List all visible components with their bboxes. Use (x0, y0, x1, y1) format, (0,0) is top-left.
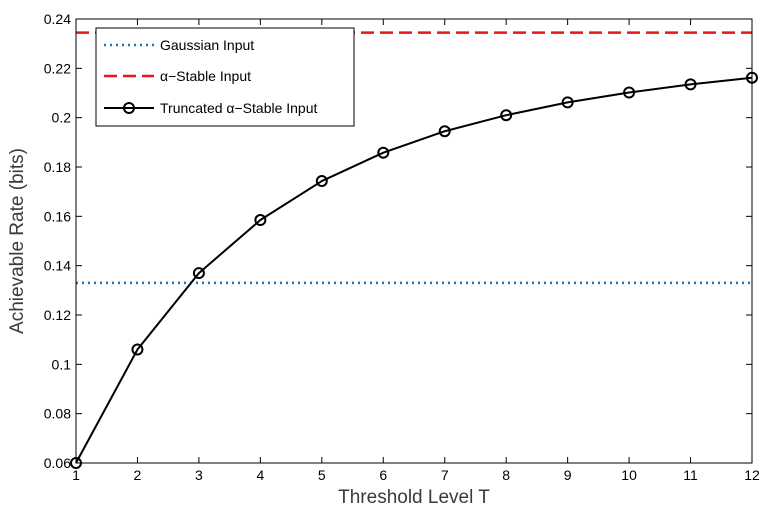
x-tick-label: 7 (441, 467, 449, 483)
y-tick-label: 0.1 (52, 356, 72, 372)
y-tick-label: 0.2 (52, 110, 72, 126)
y-axis-label: Achievable Rate (bits) (7, 148, 28, 334)
x-tick-label: 2 (134, 467, 142, 483)
data-point-marker (377, 146, 390, 159)
plot-frame (75, 18, 753, 464)
x-tick-label: 5 (318, 467, 326, 483)
ticks-layer: 1 2 3 4 5 6 7 8 9 10 11 120.060.080.10.120.140.160.… (44, 11, 760, 483)
y-tick-label: 0.08 (44, 406, 71, 422)
x-tick-label: 12 (744, 467, 760, 483)
x-axis-label: Threshold Level T (338, 487, 490, 508)
data-point-marker (192, 267, 205, 280)
x-tick-label: 4 (256, 467, 264, 483)
y-tick-label: 0.14 (44, 258, 71, 274)
x-tick-label: 3 (195, 467, 203, 483)
x-tick-label: 11 (683, 467, 698, 483)
legend-marker-truncated (123, 102, 135, 114)
legend-label-truncated: Truncated α−Stable Input (160, 100, 318, 116)
data-point-marker (684, 78, 697, 91)
x-tick-label: 1 (72, 467, 80, 483)
x-tick-label: 6 (379, 467, 387, 483)
y-tick-label: 0.22 (44, 60, 71, 76)
data-point-marker (623, 86, 636, 99)
data-point-marker (438, 125, 451, 138)
data-point-marker (315, 175, 328, 188)
x-tick-label: 8 (502, 467, 510, 483)
y-tick-label: 0.24 (44, 11, 71, 27)
data-point-marker (500, 109, 513, 122)
y-tick-label: 0.06 (44, 455, 71, 471)
y-tick-label: 0.12 (44, 307, 71, 323)
y-tick-label: 0.18 (44, 159, 71, 175)
legend-label-gaussian: Gaussian Input (160, 37, 254, 53)
data-point-marker (254, 214, 267, 227)
legend: Gaussian Input α−Stable Input Truncated … (95, 27, 355, 127)
x-tick-label: 9 (564, 467, 572, 483)
series-line-2 (75, 76, 753, 464)
x-tick-label: 10 (621, 467, 637, 483)
legend-box (95, 27, 355, 127)
legend-label-alpha-stable: α−Stable Input (160, 68, 251, 84)
y-tick-label: 0.16 (44, 208, 71, 224)
data-point-marker (131, 343, 144, 356)
data-point-marker (561, 96, 574, 109)
